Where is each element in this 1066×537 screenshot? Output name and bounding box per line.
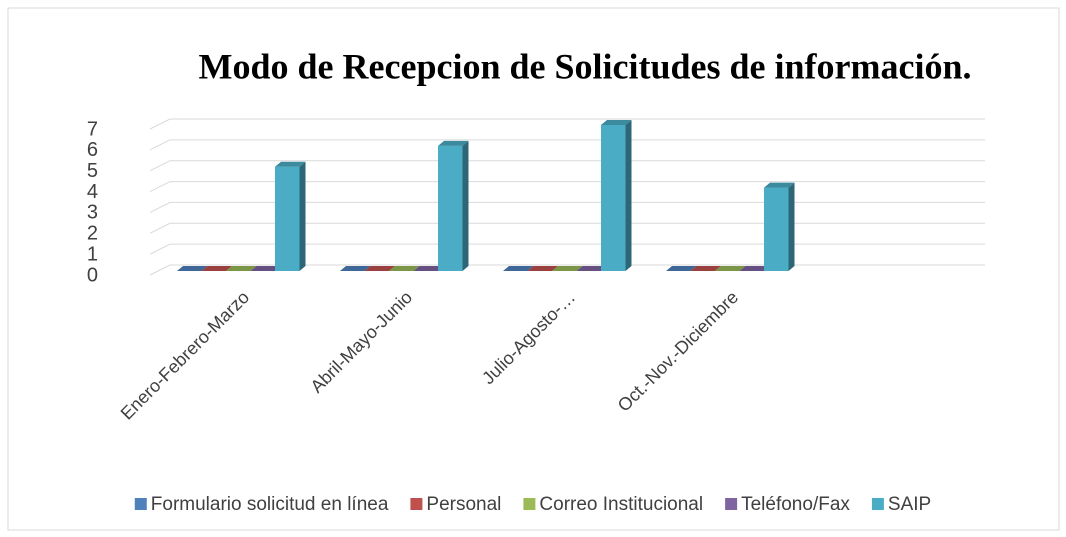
chart-title: Modo de Recepcion de Solicitudes de info…	[199, 46, 972, 86]
bar	[438, 140, 469, 271]
bar	[690, 266, 721, 272]
bar	[601, 120, 632, 271]
legend: Formulario solicitud en línea Personal Cor…	[134, 494, 931, 515]
bar	[666, 266, 697, 272]
legend-swatch	[134, 498, 147, 510]
bar-top	[364, 266, 395, 271]
bar	[275, 161, 306, 271]
bar	[226, 266, 257, 272]
bar	[739, 266, 770, 272]
bar-top	[413, 266, 444, 271]
bar-top	[201, 266, 232, 271]
bar-front	[438, 145, 463, 271]
y-tick-label: 0	[87, 264, 98, 286]
bar	[715, 266, 746, 272]
legend-label: Correo Institucional	[539, 494, 703, 515]
bar-top	[601, 120, 632, 125]
legend-label: Personal	[426, 494, 501, 515]
legend-swatch	[725, 498, 738, 510]
bar	[527, 266, 558, 272]
bar-top	[250, 266, 281, 271]
bar-top	[275, 161, 306, 167]
bar-front	[275, 166, 300, 271]
bar-top	[764, 182, 795, 188]
bar	[413, 266, 444, 272]
bar	[340, 266, 371, 272]
legend-label: Formulario solicitud en línea	[151, 494, 389, 515]
legend-swatch	[523, 498, 536, 510]
y-tick-label: 2	[87, 223, 98, 245]
legend-label: SAIP	[888, 494, 931, 515]
bar	[552, 266, 583, 272]
bar-side	[299, 161, 306, 271]
bar	[364, 266, 395, 272]
legend-swatch	[871, 498, 884, 510]
y-tick-label: 6	[87, 139, 98, 161]
y-tick-label: 1	[87, 243, 98, 265]
bar-top	[666, 266, 697, 271]
grid-line	[149, 222, 985, 234]
y-tick-label: 5	[87, 160, 98, 182]
bar	[764, 182, 795, 271]
grid-line	[149, 139, 985, 151]
legend-label: Teléfono/Fax	[741, 494, 850, 515]
grid-line	[149, 201, 985, 213]
legend-swatch	[410, 498, 423, 510]
bar	[177, 266, 208, 272]
bar-top	[715, 266, 746, 271]
grid-line	[149, 243, 985, 255]
grid-line	[149, 118, 985, 130]
bar	[201, 266, 232, 272]
grid-line	[149, 160, 985, 172]
bar	[250, 266, 281, 272]
grid-line	[149, 181, 985, 193]
bar-top	[527, 266, 558, 271]
bar-top	[226, 266, 257, 271]
bar	[503, 266, 534, 272]
bar-top	[177, 266, 208, 271]
bar	[576, 266, 607, 272]
y-tick-label: 3	[87, 202, 98, 224]
y-tick-label: 4	[87, 181, 98, 203]
bar-top	[503, 266, 534, 271]
bar-side	[788, 182, 795, 271]
bar	[389, 266, 420, 272]
bar-top	[438, 140, 469, 146]
bar-side	[462, 140, 469, 271]
bar-top	[739, 266, 770, 271]
bar-top	[690, 266, 721, 271]
bar-top	[576, 266, 607, 271]
bar-front	[764, 187, 789, 271]
bar-side	[625, 120, 632, 271]
bar-top	[552, 266, 583, 271]
bar-front	[601, 125, 626, 271]
y-tick-label: 7	[87, 118, 98, 140]
bar-top	[340, 266, 371, 271]
bar-top	[389, 266, 420, 271]
grid-line	[149, 264, 985, 276]
